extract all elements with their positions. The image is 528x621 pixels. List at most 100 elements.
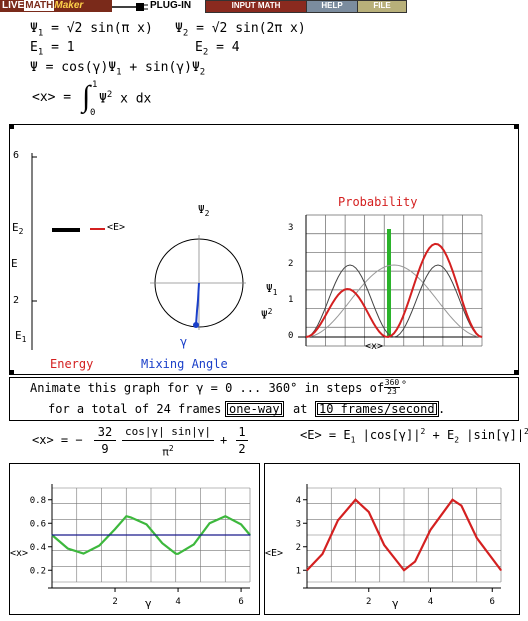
energy-chart-panel[interactable]: 2 4 6 4 3 2 1 <E> γ xyxy=(264,463,520,615)
chart-point xyxy=(240,523,242,526)
chart-series-line xyxy=(51,514,251,555)
chart-y-tick-label: 0.2 xyxy=(30,566,46,576)
x-average-fraction-1: 32 9 xyxy=(94,424,116,457)
plug-icon xyxy=(112,1,148,11)
x-average-chart-panel[interactable]: 2 4 6 0.8 0.6 0.4 0.2 <x> γ xyxy=(9,463,260,615)
psi1-definition: Ψ1 = √2 sin(π x) xyxy=(30,21,153,39)
chart-point xyxy=(98,544,100,547)
chart-x-tick-label: 6 xyxy=(490,597,495,607)
x-average-chart: 2 4 6 0.8 0.6 0.4 0.2 xyxy=(30,484,251,607)
livemath-logo: LIVEMATHMaker xyxy=(0,0,112,12)
chart-point xyxy=(429,529,432,531)
psi1-squared-curve xyxy=(305,264,483,338)
prob-tick-3: 3 xyxy=(288,223,294,233)
mixing-point xyxy=(193,322,199,328)
energy-chart-xlabel: γ xyxy=(392,597,399,610)
chart-y-tick-label: 2 xyxy=(296,543,301,553)
rate-button[interactable]: 10 frames/second xyxy=(315,401,439,417)
e2-axis-label: E2 xyxy=(12,221,24,237)
chart-point xyxy=(414,560,416,563)
energy-chart: 2 4 6 4 3 2 1 xyxy=(296,484,502,607)
mixing-angle-label: Mixing Angle xyxy=(141,357,228,371)
chart-y-tick-label: 1 xyxy=(296,566,301,576)
chart-point xyxy=(114,528,116,530)
chart-point xyxy=(451,499,454,501)
chart-y-tick-label: 0.8 xyxy=(30,496,46,506)
step-fraction: 360 23 xyxy=(384,378,400,396)
psi2-squared-curve xyxy=(305,264,483,338)
gamma-label: γ xyxy=(180,335,188,349)
chart-point xyxy=(193,543,195,545)
animate-line-1: Animate this graph for γ = 0 ... 360° in… xyxy=(30,381,385,395)
x-average-chart-xlabel: γ xyxy=(145,597,152,610)
chart-point xyxy=(403,569,405,571)
integral-sign: ∫ xyxy=(82,80,91,113)
chart-point xyxy=(125,515,127,517)
chart-point xyxy=(177,553,179,555)
chart-point xyxy=(82,552,85,555)
probability-title: Probability xyxy=(338,195,418,209)
chart-point xyxy=(383,544,385,546)
chart-point xyxy=(224,515,226,517)
energy-label: Energy xyxy=(50,357,94,371)
e-axis-label: E xyxy=(11,257,18,270)
mixing-vector xyxy=(195,282,200,326)
chart-point xyxy=(145,523,148,526)
e2-definition: E2 = 4 xyxy=(195,40,240,58)
file-button[interactable]: FILE xyxy=(357,0,407,13)
chart-y-tick-label: 0.6 xyxy=(30,519,46,529)
plugin-label: PLUG-IN xyxy=(150,0,192,11)
chart-x-tick-label: 4 xyxy=(175,597,180,607)
x-average-definition: <x> = xyxy=(32,90,72,105)
integral-lower: 0 xyxy=(90,108,96,118)
probability-grid xyxy=(298,214,483,347)
e1-axis-label: E1 xyxy=(15,329,27,345)
animate-line-2-text: for a total of 24 frames xyxy=(48,402,222,416)
chart-x-tick-label: 2 xyxy=(366,597,371,607)
energy-chart-ylabel: <E> xyxy=(265,548,284,559)
prob-tick-2: 2 xyxy=(288,259,294,269)
x-average-formula-lhs: <x> = − xyxy=(32,433,83,447)
psi-mixing-definition: Ψ = cos(γ)Ψ1 + sin(γ)Ψ2 xyxy=(30,60,206,78)
x-average-bar xyxy=(387,229,391,337)
chart-point xyxy=(306,569,308,571)
integral-upper: 1 xyxy=(92,80,98,90)
chart-point xyxy=(51,534,53,536)
chart-point xyxy=(321,553,324,555)
x-average-fraction-2: cos|γ| sin|γ| π2 xyxy=(122,424,214,461)
main-graph-canvas xyxy=(10,125,518,374)
integrand: Ψ2 x dx xyxy=(99,90,152,107)
step-degree: ° xyxy=(401,380,408,391)
chart-point xyxy=(161,542,163,544)
chart-point xyxy=(249,534,251,536)
chart-x-tick-label: 4 xyxy=(428,597,433,607)
main-graph-panel[interactable]: 6 2 E2 E E1 <E> Ψ2 Ψ1 Ψ2 γ <x> Probabili… xyxy=(9,124,519,375)
chart-y-tick-label: 3 xyxy=(296,519,301,529)
chart-point xyxy=(130,516,132,518)
chart-point xyxy=(67,547,69,550)
chart-point xyxy=(208,522,211,524)
chart-point xyxy=(175,553,177,555)
help-button[interactable]: HELP xyxy=(306,0,358,13)
e1-definition: E1 = 1 xyxy=(30,40,75,58)
psi2-definition: Ψ2 = √2 sin(2π x) xyxy=(175,21,306,39)
psi2-axis-label: Ψ2 xyxy=(198,203,210,219)
chart-point xyxy=(500,569,502,571)
psi-squared-label: Ψ2 xyxy=(261,307,273,322)
chart-y-tick-label: 0.4 xyxy=(30,543,46,553)
mode-button[interactable]: one-way xyxy=(225,401,284,417)
prob-tick-0: 0 xyxy=(288,331,294,341)
x-average-fraction-3: 1 2 xyxy=(236,424,248,457)
energy-average-formula: <E> = E1 |cos[γ]|2 + E2 |sin[γ]|2 xyxy=(300,427,528,445)
chart-x-tick-label: 6 xyxy=(238,597,243,607)
chart-point xyxy=(368,511,370,513)
toolbar: LIVEMATHMaker PLUG-IN INPUT MATH HELP FI… xyxy=(0,0,528,13)
input-math-button[interactable]: INPUT MATH xyxy=(205,0,307,13)
chart-y-tick-label: 4 xyxy=(296,496,301,506)
prob-tick-1: 1 xyxy=(288,295,294,305)
chart-point xyxy=(476,537,478,539)
x-average-chart-ylabel: <x> xyxy=(10,548,29,559)
energy-tick-label-6: 6 xyxy=(13,150,20,161)
animate-panel: Animate this graph for γ = 0 ... 360° in… xyxy=(9,377,519,421)
plus-sign: + xyxy=(220,433,228,447)
